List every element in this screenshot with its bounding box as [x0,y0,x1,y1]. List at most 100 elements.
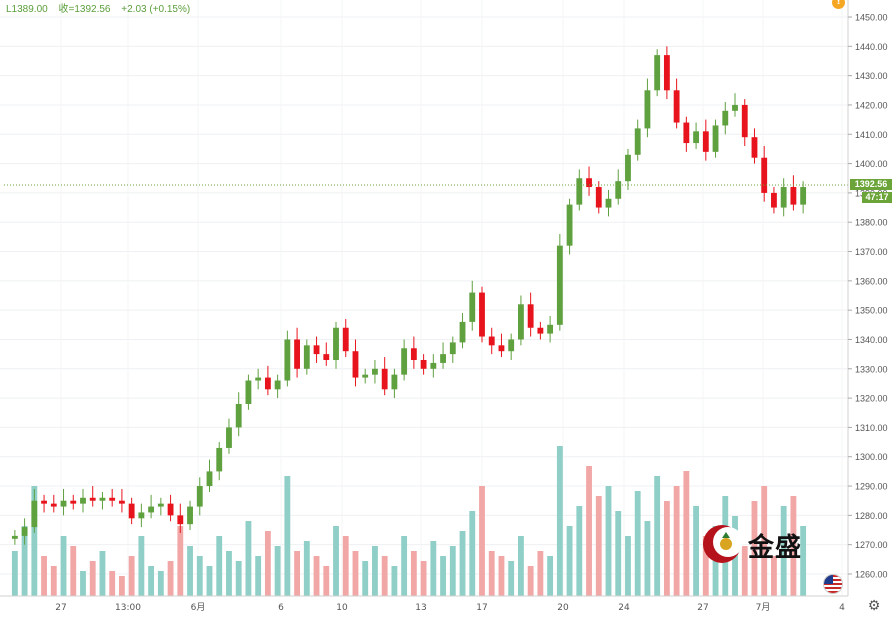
time-tick-label: 27 [697,603,708,613]
candle-body [566,204,573,246]
volume-bar [284,476,291,596]
candle-body [264,377,271,390]
candle-body [576,178,583,205]
time-axis[interactable]: 27 13:00 6月 6 10 13 17 20 24 27 7月 4 [55,602,845,613]
candle-body [508,339,515,352]
volume-bar [634,491,641,596]
volume-bar [303,541,310,596]
gear-icon[interactable]: ⚙ [867,598,881,614]
candle-body [109,497,116,501]
volume-bar [683,471,690,596]
volume-bar [264,531,271,596]
volume-bar [517,536,524,596]
candle-body [683,122,690,144]
candle-body [167,503,174,516]
candle-body [537,327,544,334]
volume-bar [148,566,155,596]
candle-body [362,374,369,378]
price-tick-label: 1350.00 [855,306,888,316]
volume-bar [761,486,768,596]
volume-bar [11,551,18,596]
price-axis[interactable]: 1450.00 1440.00 1430.00 1420.00 1410.00 1400.… [848,13,888,580]
time-tick-label: 17 [476,603,487,613]
candle-body [255,377,262,381]
volume-bar [576,506,583,596]
candle-body [31,500,38,528]
price-tick-label: 1280.00 [855,511,888,521]
volume-bar [605,486,612,596]
candle-body [60,500,67,507]
candle-body [401,348,408,375]
volume-bar [479,486,485,596]
price-tick-label: 1440.00 [855,42,888,52]
candle-body [712,125,719,152]
candle-body [118,500,125,504]
volume-bar [323,566,330,596]
candle-body [440,354,446,363]
volume-bar [80,571,86,596]
time-tick-label: 27 [55,603,66,613]
candle-body [11,535,18,539]
volume-bar [401,536,408,596]
candle-body [586,178,592,188]
candle-body [372,368,378,375]
price-tick-label: 1370.00 [855,247,888,257]
candle-body [187,506,193,525]
candle-body [790,187,797,205]
alert-icon[interactable]: ! [832,0,845,9]
volume-bar [459,531,466,596]
volume-bar [663,501,670,596]
candle-body [615,181,622,199]
candle-body [654,55,661,91]
volume-bar [615,511,622,596]
volume-bar [644,521,651,596]
jinsheng-logo [703,525,743,563]
candle-body [157,503,164,507]
candle-body [352,351,359,378]
time-tick-label: 13:00 [115,603,141,613]
watermark-text: 金盛 [748,533,803,563]
candle-body [80,497,86,504]
candle-body [693,131,700,144]
candle-body [226,427,232,448]
candle-body [488,336,495,346]
price-tick-label: 1400.00 [855,159,888,169]
price-tick-label: 1340.00 [855,335,888,345]
volume-bar [196,556,203,596]
candle-body [547,324,554,334]
price-tick-label: 1430.00 [855,71,888,81]
volume-bar [226,551,232,596]
candle-body [89,497,96,501]
volume-bar [527,566,534,596]
price-tick-label: 1450.00 [855,13,888,23]
volume-bar [89,561,96,596]
volume-bar [566,526,573,596]
candle-body [761,157,768,193]
time-tick-label: 24 [618,603,630,613]
candle-body [235,403,242,428]
candle-body [780,187,787,208]
candle-body [751,137,758,158]
candle-body [741,104,748,138]
price-tick-label: 1410.00 [855,130,888,140]
volume-bar [537,551,544,596]
candle-body [70,500,77,504]
candle-body [274,380,281,390]
volume-bar [294,551,301,596]
candle-body [148,506,155,513]
candle-body [479,292,485,337]
price-tick-label: 1310.00 [855,423,888,433]
volume-bar [547,556,554,596]
candle-body [527,304,534,328]
price-tick-label: 1420.00 [855,100,888,110]
candle-body [605,198,612,208]
time-tick-label: 7月 [756,602,771,613]
volume-bar [430,541,437,596]
candle-body [771,192,777,208]
volume-bar [702,536,709,596]
candle-body [138,512,145,519]
volume-bar [693,506,700,596]
volume-bar [50,566,57,596]
us-flag-icon[interactable] [823,574,843,594]
